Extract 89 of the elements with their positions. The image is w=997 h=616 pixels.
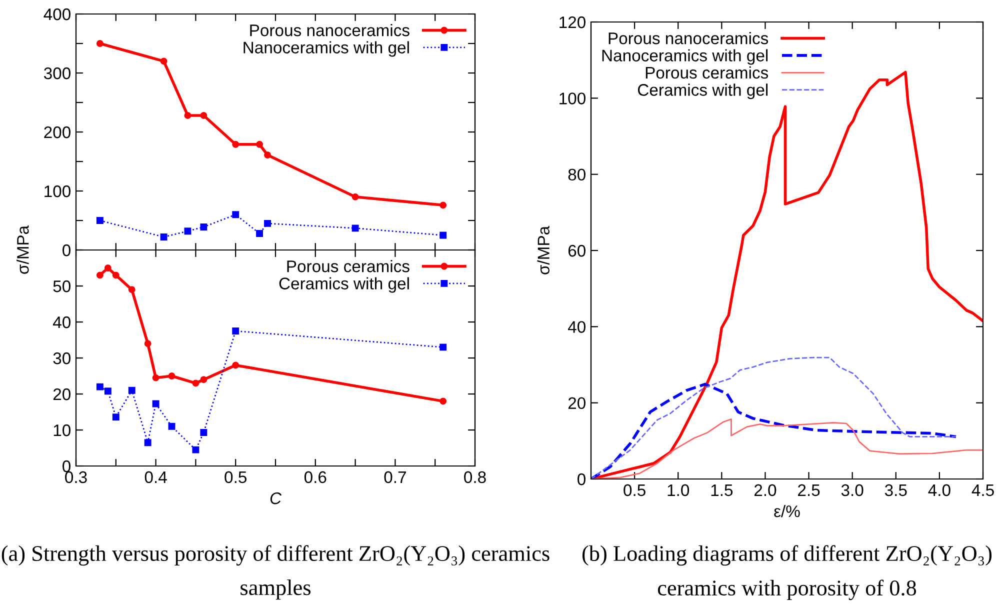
point — [160, 234, 168, 240]
legend-label: Ceramics with gel — [638, 84, 768, 100]
x-tick-label: 0.6 — [304, 471, 326, 484]
point — [168, 422, 176, 430]
point — [192, 380, 200, 387]
y-tick-label: 120 — [560, 16, 586, 28]
x-tick-label: 2.5 — [798, 484, 820, 496]
point — [104, 264, 112, 272]
point — [440, 398, 447, 405]
point — [200, 376, 208, 384]
point — [232, 362, 240, 369]
x-tick-label: 0.4 — [144, 471, 167, 484]
y-tick-label: 100 — [560, 92, 586, 104]
point — [440, 202, 447, 209]
point — [200, 429, 208, 436]
x-tick-label: 4.0 — [928, 484, 950, 496]
x-tick-label: 0.3 — [65, 471, 87, 484]
x-tick-label: 1.0 — [668, 484, 690, 496]
y-axis-title: σ/MPa — [16, 225, 29, 274]
legend-label: Nanoceramics with gel — [244, 41, 409, 57]
point — [128, 286, 136, 294]
point — [264, 152, 271, 158]
y-tick-label: 20 — [568, 397, 586, 410]
text: (a) Strength versus porosity of different ZrO₂(Y₂O₃) ceramics samples — [2, 545, 550, 600]
point — [200, 224, 208, 230]
y-tick-label: 30 — [53, 352, 70, 364]
y-tick-label: 0 — [62, 244, 70, 256]
point — [112, 414, 120, 421]
point — [256, 230, 264, 237]
point — [352, 224, 359, 232]
point — [200, 112, 208, 119]
point — [144, 340, 152, 348]
point — [264, 220, 271, 227]
legend-label: Ceramics with gel — [279, 277, 409, 293]
point — [112, 272, 120, 279]
y-tick-label: 40 — [568, 321, 586, 333]
y-tick-label: 20 — [53, 388, 70, 400]
point — [256, 140, 264, 148]
point — [128, 386, 136, 394]
x-tick-label: 3.0 — [841, 484, 864, 496]
y-tick-label: 10 — [54, 424, 70, 436]
y-tick-label: 60 — [568, 244, 586, 257]
point — [152, 400, 160, 408]
point — [232, 211, 240, 218]
point — [160, 58, 168, 65]
point — [352, 193, 359, 200]
point — [96, 40, 104, 47]
point — [192, 446, 200, 454]
text: (b) Loading diagrams of different ZrO₂(Y₂O₃) ceramics with porosity of 0.8 — [582, 545, 992, 600]
x-tick-label: 0.5 — [224, 471, 246, 484]
legend-label: Porous nanoceramics — [608, 32, 768, 44]
point — [184, 112, 192, 119]
x-axis-title: ε/% — [774, 504, 800, 518]
legend-label: Porous nanoceramics — [250, 24, 410, 36]
y-tick-label: 200 — [44, 126, 70, 138]
point — [168, 372, 176, 380]
point — [96, 272, 104, 279]
y-tick-label: 300 — [44, 67, 70, 80]
point — [232, 328, 240, 334]
point — [184, 228, 192, 235]
point — [440, 344, 447, 351]
legend-label: Porous ceramics — [646, 66, 768, 79]
x-tick-label: 0.8 — [464, 471, 486, 484]
y-tick-label: 100 — [44, 185, 70, 198]
point — [152, 374, 160, 382]
y-tick-label: 40 — [52, 316, 70, 328]
y-tick-label: 400 — [44, 8, 70, 20]
x-tick-label: 1.5 — [711, 484, 733, 496]
line-series — [591, 356, 957, 479]
point — [104, 388, 112, 395]
point — [96, 217, 104, 224]
y-axis-title: σ/MPa — [537, 226, 550, 274]
y-tick-label: 0 — [578, 473, 586, 486]
x-tick-label: 4.5 — [972, 484, 994, 496]
point — [144, 439, 152, 446]
line-series — [591, 382, 958, 479]
x-tick-label: 2.0 — [754, 484, 776, 496]
legend-label: Nanoceramics with gel — [602, 49, 768, 65]
point — [232, 140, 240, 148]
x-axis-title: C — [270, 492, 282, 504]
x-tick-label: 0.5 — [624, 484, 646, 496]
y-tick-label: 50 — [53, 280, 70, 292]
legend-label: Porous ceramics — [287, 260, 410, 272]
x-tick-label: 3.5 — [884, 484, 907, 496]
point — [440, 232, 447, 239]
y-tick-label: 0 — [62, 460, 70, 472]
x-tick-label: 0.7 — [384, 471, 406, 484]
y-tick-label: 80 — [568, 168, 586, 181]
point — [96, 383, 104, 390]
